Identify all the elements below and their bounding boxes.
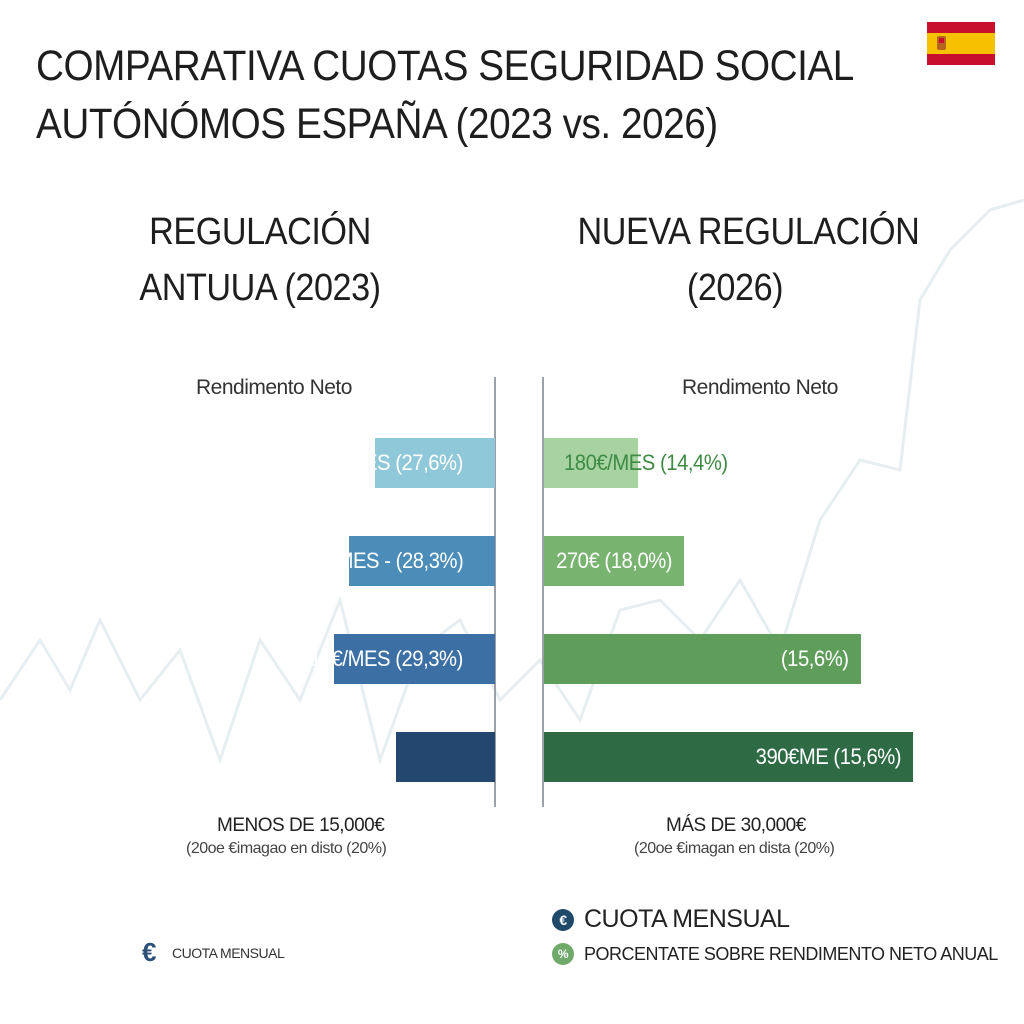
left-bar-1 — [375, 438, 495, 488]
small-legend: € CUOTA MENSUAL — [142, 937, 285, 968]
legend-percentage-text: PORCENTATE SOBRE RENDIMENTO NETO ANUAL — [584, 943, 998, 964]
right-footer-income-range: MÁS DE 30,000€ — [666, 815, 806, 836]
right-footer-note: (20oe €imagan en dista (20%) — [634, 840, 835, 857]
right-bar-label-3: (15,6%) — [781, 646, 849, 671]
right-bar-label-2: 270€ (18,0%) — [555, 548, 672, 573]
chart-title-line-1: COMPARATIVA CUOTAS SEGURIDAD SOCIAL — [36, 42, 854, 90]
right-heading-line-2: (2026) — [686, 267, 784, 309]
left-heading-line-2: ANTUUA (2023) — [139, 267, 381, 309]
legend-monthly-fee-text: CUOTA MENSUAL — [584, 905, 790, 933]
right-panel-heading: NUEVA REGULACIÓN (2026) — [577, 204, 920, 316]
euro-icon: € — [552, 908, 574, 931]
left-bar-3 — [334, 634, 495, 684]
legend-monthly-fee: € CUOTA MENSUAL — [552, 905, 790, 934]
left-panel-heading: REGULACIÓN ANTUUA (2023) — [116, 204, 404, 316]
right-bar-4 — [544, 732, 913, 782]
spain-flag-icon — [927, 22, 995, 65]
percent-icon: % — [552, 943, 574, 965]
left-bar-label-1: 230€/MES (27,6%) — [299, 450, 463, 475]
right-axis-line — [542, 377, 544, 807]
right-bar-label-1: 180€/MES (14,4%) — [564, 450, 728, 475]
left-bar-2 — [349, 536, 495, 586]
right-column-label: Rendimento Neto — [682, 376, 838, 399]
chart-title-line-2: AUTÓNÓMOS ESPAÑA (2023 vs. 2026) — [36, 100, 718, 148]
left-bar-4 — [396, 732, 495, 782]
left-column-label: Rendimento Neto — [196, 376, 352, 399]
right-bar-1 — [544, 438, 638, 488]
small-legend-text: CUOTA MENSUAL — [171, 944, 285, 961]
right-bar-3 — [544, 634, 861, 684]
left-heading-line-1: REGULACIÓN — [149, 211, 371, 253]
right-bar-label-4: 390€ME (15,6%) — [755, 744, 902, 769]
legend-percentage: % PORCENTATE SOBRE RENDIMENTO NETO ANUAL — [552, 943, 998, 965]
euro-icon: € — [142, 937, 156, 967]
left-bar-label-2: 280€/MES - (28,3%) — [287, 548, 464, 573]
left-footer-income-range: MENOS DE 15,000€ — [217, 815, 385, 836]
left-footer-note: (20oe €imagao en disto (20%) — [186, 840, 387, 857]
right-heading-line-1: NUEVA REGULACIÓN — [577, 211, 920, 253]
right-bar-2 — [544, 536, 684, 586]
left-bar-label-3: 310€/MES (29,3%) — [299, 646, 463, 671]
left-axis-line — [494, 377, 496, 807]
